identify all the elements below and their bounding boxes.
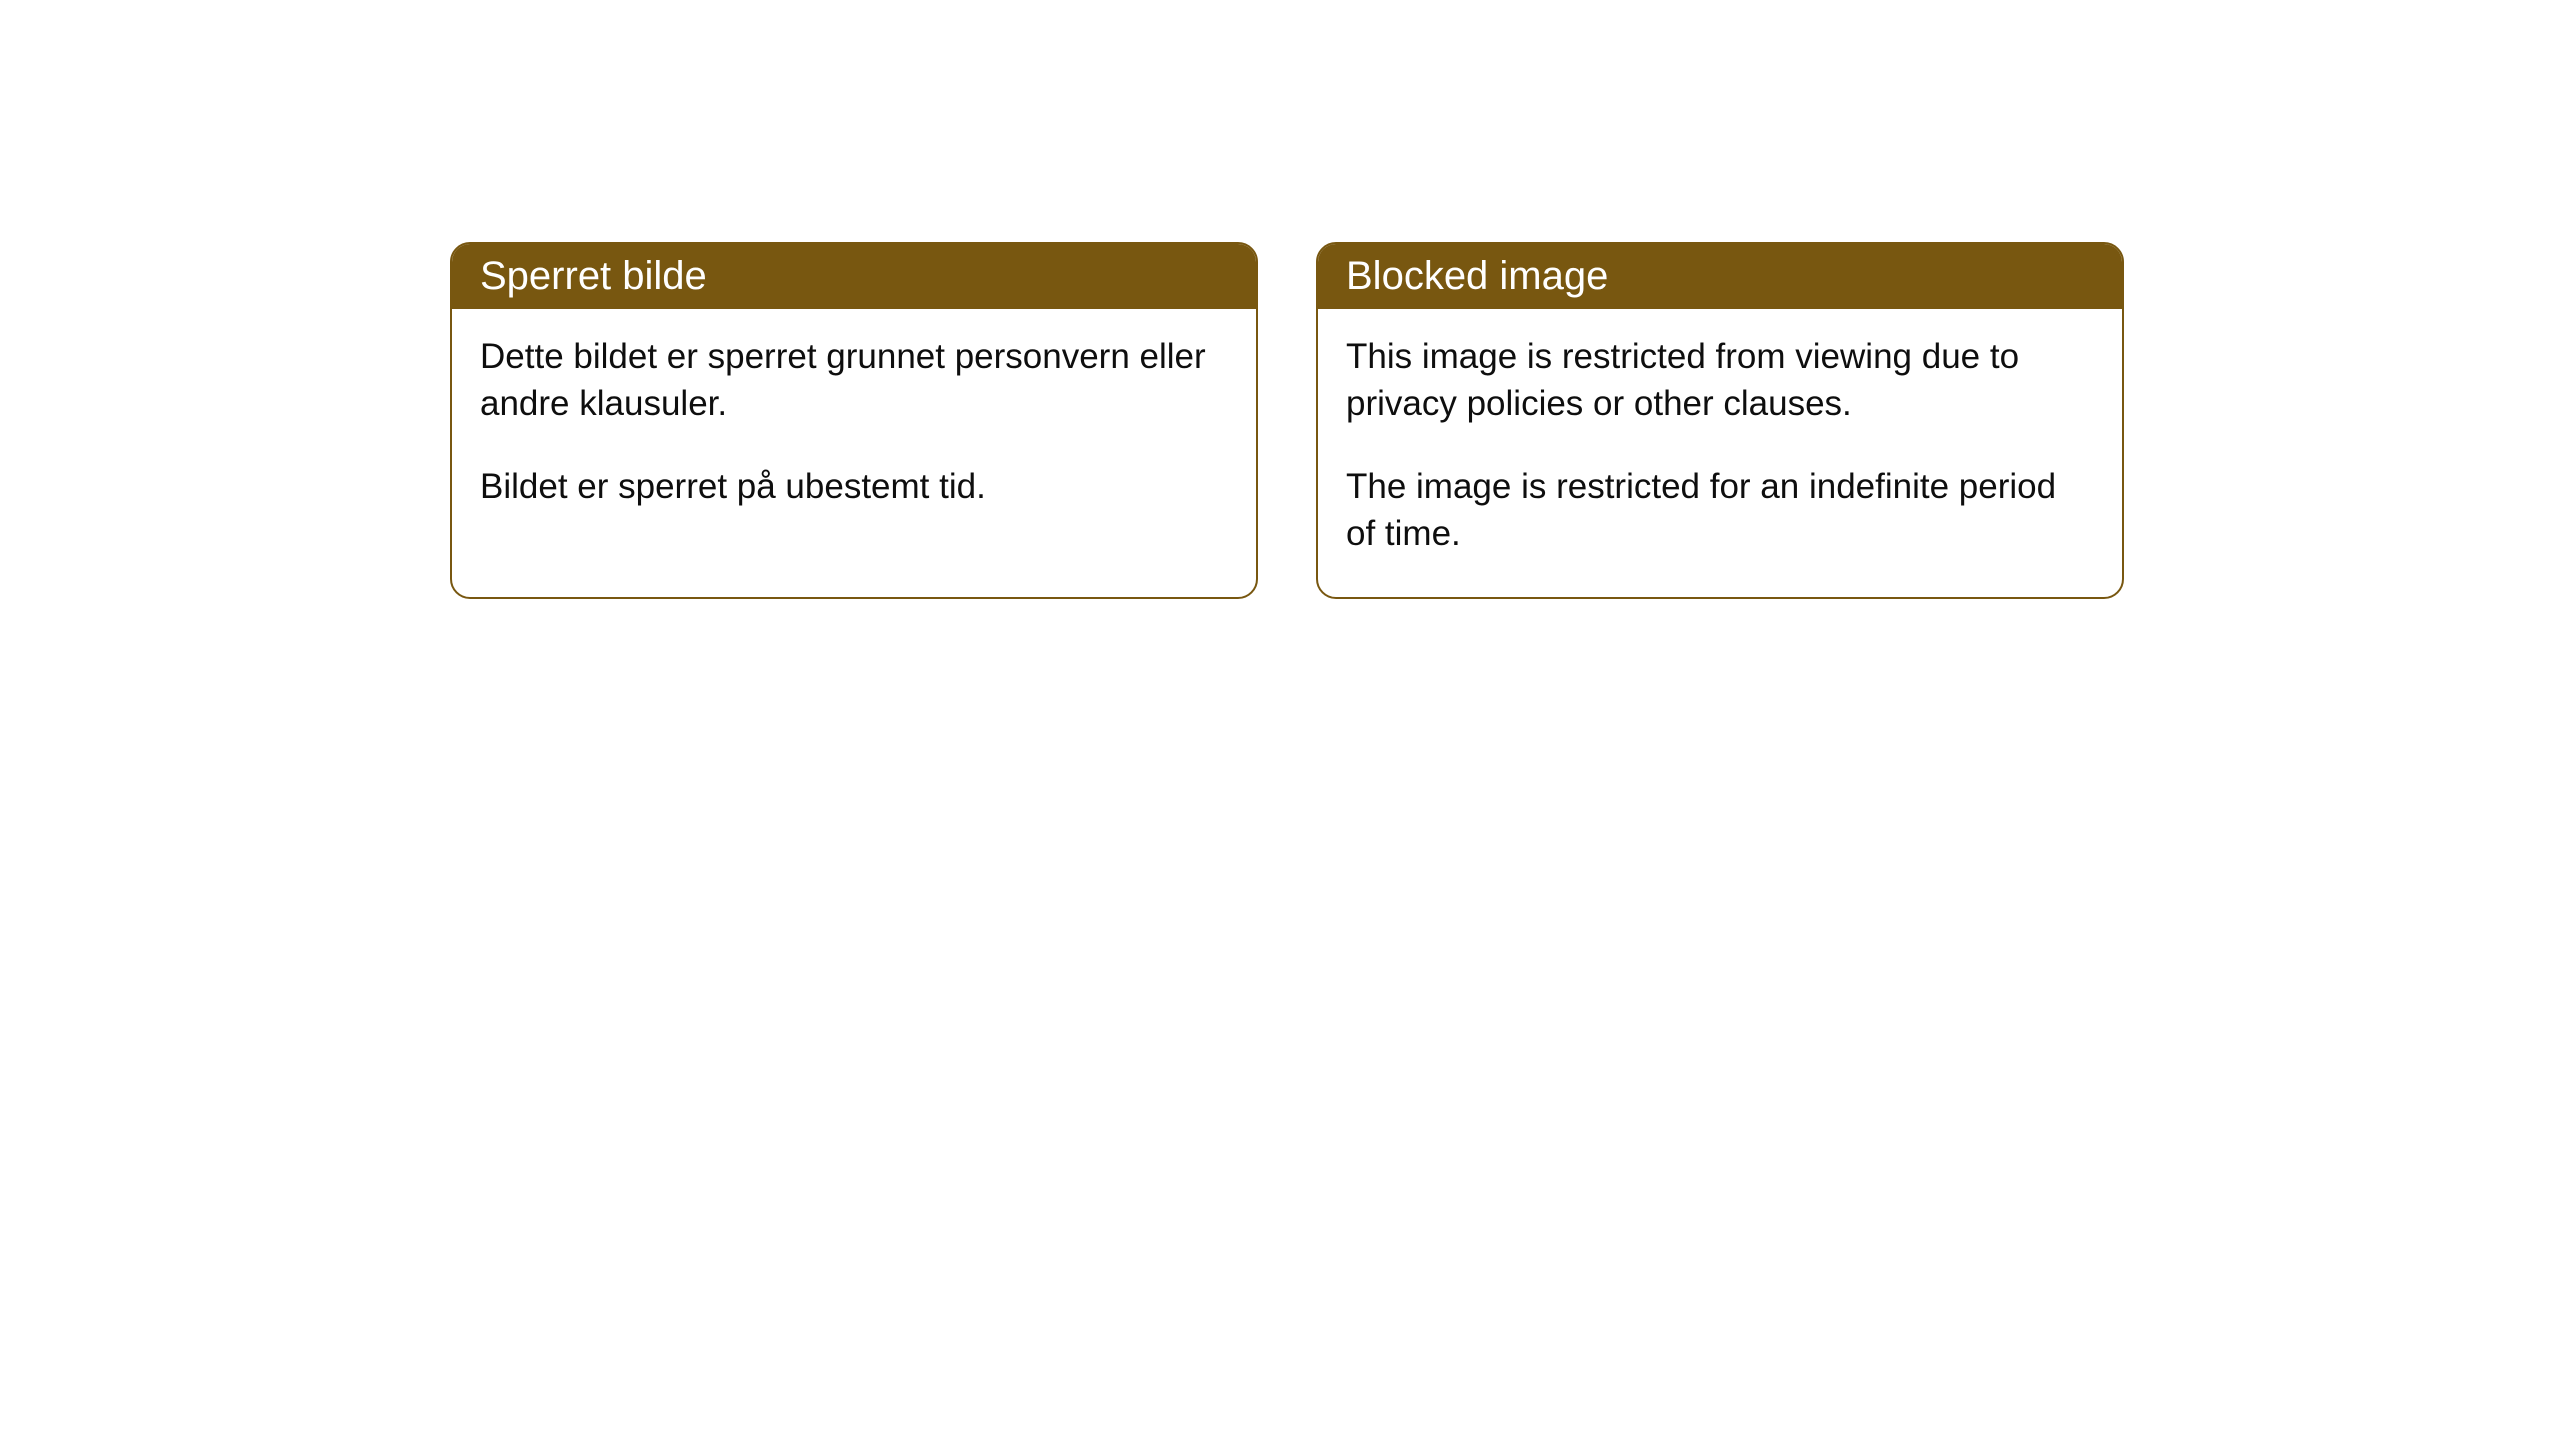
notice-header-english: Blocked image bbox=[1318, 244, 2122, 309]
notice-paragraph: Bildet er sperret på ubestemt tid. bbox=[480, 463, 1228, 510]
notice-card-norwegian: Sperret bilde Dette bildet er sperret gr… bbox=[450, 242, 1258, 599]
notice-body-norwegian: Dette bildet er sperret grunnet personve… bbox=[452, 309, 1256, 550]
notice-header-norwegian: Sperret bilde bbox=[452, 244, 1256, 309]
notice-body-english: This image is restricted from viewing du… bbox=[1318, 309, 2122, 597]
notice-card-english: Blocked image This image is restricted f… bbox=[1316, 242, 2124, 599]
notice-cards-container: Sperret bilde Dette bildet er sperret gr… bbox=[450, 242, 2124, 599]
notice-paragraph: This image is restricted from viewing du… bbox=[1346, 333, 2094, 428]
notice-paragraph: The image is restricted for an indefinit… bbox=[1346, 463, 2094, 558]
notice-paragraph: Dette bildet er sperret grunnet personve… bbox=[480, 333, 1228, 428]
